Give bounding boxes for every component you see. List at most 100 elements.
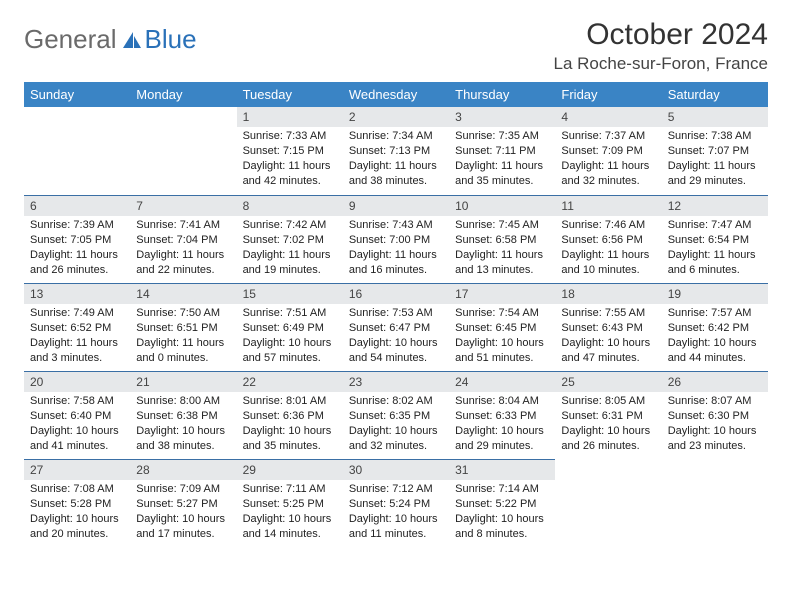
page-title: October 2024 [554, 18, 768, 52]
day-number: 12 [662, 195, 768, 216]
day-number: 13 [24, 283, 130, 304]
day-number: 16 [343, 283, 449, 304]
daylight-text: Daylight: 10 hours and 54 minutes. [349, 336, 443, 366]
weekday-header: Saturday [662, 82, 768, 107]
calendar-day-cell: 29Sunrise: 7:11 AMSunset: 5:25 PMDayligh… [237, 459, 343, 547]
calendar-week-row: 20Sunrise: 7:58 AMSunset: 6:40 PMDayligh… [24, 371, 768, 459]
calendar-day-cell: 12Sunrise: 7:47 AMSunset: 6:54 PMDayligh… [662, 195, 768, 283]
daylight-text: Daylight: 11 hours and 10 minutes. [561, 248, 655, 278]
calendar-day-cell: 5Sunrise: 7:38 AMSunset: 7:07 PMDaylight… [662, 107, 768, 195]
calendar-day-cell: 30Sunrise: 7:12 AMSunset: 5:24 PMDayligh… [343, 459, 449, 547]
day-content: Sunrise: 8:00 AMSunset: 6:38 PMDaylight:… [130, 392, 236, 457]
page-subtitle: La Roche-sur-Foron, France [554, 54, 768, 74]
weekday-header: Sunday [24, 82, 130, 107]
day-content: Sunrise: 7:53 AMSunset: 6:47 PMDaylight:… [343, 304, 449, 369]
day-content: Sunrise: 7:46 AMSunset: 6:56 PMDaylight:… [555, 216, 661, 281]
daylight-text: Daylight: 10 hours and 14 minutes. [243, 512, 337, 542]
daylight-text: Daylight: 11 hours and 32 minutes. [561, 159, 655, 189]
sunrise-text: Sunrise: 7:34 AM [349, 129, 443, 144]
sunset-text: Sunset: 6:54 PM [668, 233, 762, 248]
title-block: October 2024 La Roche-sur-Foron, France [554, 18, 768, 74]
calendar-day-cell: 10Sunrise: 7:45 AMSunset: 6:58 PMDayligh… [449, 195, 555, 283]
daylight-text: Daylight: 11 hours and 42 minutes. [243, 159, 337, 189]
day-content: Sunrise: 7:09 AMSunset: 5:27 PMDaylight:… [130, 480, 236, 545]
day-number: 20 [24, 371, 130, 392]
daylight-text: Daylight: 11 hours and 22 minutes. [136, 248, 230, 278]
sunset-text: Sunset: 6:58 PM [455, 233, 549, 248]
weekday-header: Friday [555, 82, 661, 107]
sunset-text: Sunset: 6:30 PM [668, 409, 762, 424]
sunset-text: Sunset: 5:28 PM [30, 497, 124, 512]
day-content: Sunrise: 7:43 AMSunset: 7:00 PMDaylight:… [343, 216, 449, 281]
calendar-day-cell: 16Sunrise: 7:53 AMSunset: 6:47 PMDayligh… [343, 283, 449, 371]
calendar-week-row: 13Sunrise: 7:49 AMSunset: 6:52 PMDayligh… [24, 283, 768, 371]
daylight-text: Daylight: 10 hours and 41 minutes. [30, 424, 124, 454]
sunrise-text: Sunrise: 8:07 AM [668, 394, 762, 409]
calendar-day-cell: 15Sunrise: 7:51 AMSunset: 6:49 PMDayligh… [237, 283, 343, 371]
sunset-text: Sunset: 5:24 PM [349, 497, 443, 512]
day-number: 19 [662, 283, 768, 304]
day-number: 17 [449, 283, 555, 304]
day-content: Sunrise: 7:08 AMSunset: 5:28 PMDaylight:… [24, 480, 130, 545]
daylight-text: Daylight: 10 hours and 11 minutes. [349, 512, 443, 542]
day-content: Sunrise: 7:58 AMSunset: 6:40 PMDaylight:… [24, 392, 130, 457]
calendar-day-cell: 26Sunrise: 8:07 AMSunset: 6:30 PMDayligh… [662, 371, 768, 459]
sunset-text: Sunset: 7:02 PM [243, 233, 337, 248]
day-number: 2 [343, 107, 449, 127]
sail-icon [121, 30, 143, 50]
sunset-text: Sunset: 6:43 PM [561, 321, 655, 336]
sunset-text: Sunset: 5:25 PM [243, 497, 337, 512]
calendar-day-cell: 4Sunrise: 7:37 AMSunset: 7:09 PMDaylight… [555, 107, 661, 195]
day-number: 25 [555, 371, 661, 392]
sunset-text: Sunset: 6:31 PM [561, 409, 655, 424]
day-content: Sunrise: 7:12 AMSunset: 5:24 PMDaylight:… [343, 480, 449, 545]
sunrise-text: Sunrise: 7:33 AM [243, 129, 337, 144]
sunrise-text: Sunrise: 7:38 AM [668, 129, 762, 144]
sunrise-text: Sunrise: 7:51 AM [243, 306, 337, 321]
weekday-header: Thursday [449, 82, 555, 107]
sunset-text: Sunset: 6:35 PM [349, 409, 443, 424]
weekday-header: Wednesday [343, 82, 449, 107]
day-content: Sunrise: 7:54 AMSunset: 6:45 PMDaylight:… [449, 304, 555, 369]
day-number: 7 [130, 195, 236, 216]
sunset-text: Sunset: 6:38 PM [136, 409, 230, 424]
calendar-day-cell [662, 459, 768, 547]
day-number: 15 [237, 283, 343, 304]
calendar-week-row: 6Sunrise: 7:39 AMSunset: 7:05 PMDaylight… [24, 195, 768, 283]
weekday-header: Monday [130, 82, 236, 107]
day-number: 24 [449, 371, 555, 392]
calendar-day-cell: 3Sunrise: 7:35 AMSunset: 7:11 PMDaylight… [449, 107, 555, 195]
calendar-day-cell: 11Sunrise: 7:46 AMSunset: 6:56 PMDayligh… [555, 195, 661, 283]
sunset-text: Sunset: 6:51 PM [136, 321, 230, 336]
sunrise-text: Sunrise: 8:04 AM [455, 394, 549, 409]
sunset-text: Sunset: 6:45 PM [455, 321, 549, 336]
sunrise-text: Sunrise: 7:39 AM [30, 218, 124, 233]
calendar-day-cell: 7Sunrise: 7:41 AMSunset: 7:04 PMDaylight… [130, 195, 236, 283]
sunset-text: Sunset: 6:36 PM [243, 409, 337, 424]
daylight-text: Daylight: 10 hours and 26 minutes. [561, 424, 655, 454]
sunrise-text: Sunrise: 7:41 AM [136, 218, 230, 233]
daylight-text: Daylight: 10 hours and 47 minutes. [561, 336, 655, 366]
sunrise-text: Sunrise: 7:57 AM [668, 306, 762, 321]
sunrise-text: Sunrise: 7:11 AM [243, 482, 337, 497]
sunrise-text: Sunrise: 7:54 AM [455, 306, 549, 321]
day-number: 21 [130, 371, 236, 392]
calendar-day-cell: 20Sunrise: 7:58 AMSunset: 6:40 PMDayligh… [24, 371, 130, 459]
sunset-text: Sunset: 7:09 PM [561, 144, 655, 159]
sunrise-text: Sunrise: 7:46 AM [561, 218, 655, 233]
day-number: 26 [662, 371, 768, 392]
brand-logo: General Blue [24, 18, 197, 55]
sunset-text: Sunset: 6:40 PM [30, 409, 124, 424]
day-content: Sunrise: 7:33 AMSunset: 7:15 PMDaylight:… [237, 127, 343, 192]
calendar-day-cell: 31Sunrise: 7:14 AMSunset: 5:22 PMDayligh… [449, 459, 555, 547]
calendar-day-cell: 13Sunrise: 7:49 AMSunset: 6:52 PMDayligh… [24, 283, 130, 371]
calendar-day-cell: 25Sunrise: 8:05 AMSunset: 6:31 PMDayligh… [555, 371, 661, 459]
calendar-day-cell: 9Sunrise: 7:43 AMSunset: 7:00 PMDaylight… [343, 195, 449, 283]
day-content: Sunrise: 8:04 AMSunset: 6:33 PMDaylight:… [449, 392, 555, 457]
calendar-day-cell [555, 459, 661, 547]
calendar-day-cell: 1Sunrise: 7:33 AMSunset: 7:15 PMDaylight… [237, 107, 343, 195]
sunrise-text: Sunrise: 8:01 AM [243, 394, 337, 409]
calendar-day-cell: 24Sunrise: 8:04 AMSunset: 6:33 PMDayligh… [449, 371, 555, 459]
sunrise-text: Sunrise: 7:49 AM [30, 306, 124, 321]
daylight-text: Daylight: 10 hours and 20 minutes. [30, 512, 124, 542]
